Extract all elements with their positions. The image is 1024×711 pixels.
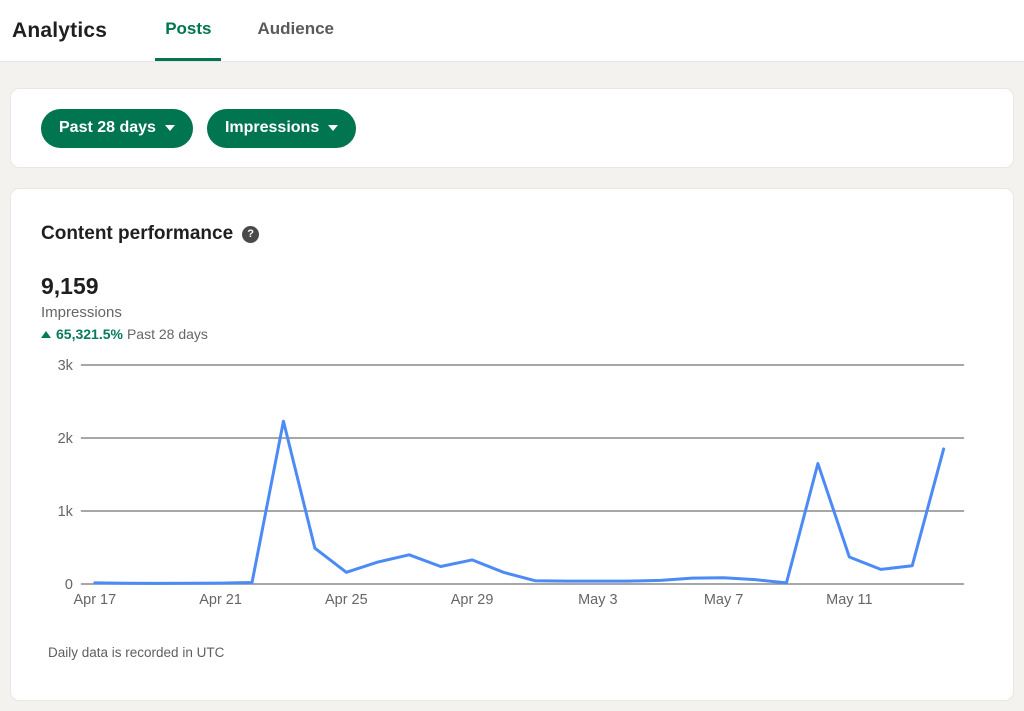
y-axis-tick-label: 3k — [58, 358, 74, 374]
x-axis-tick-label: Apr 25 — [325, 592, 368, 608]
impressions-line-chart[interactable]: 0 1k 2k 3k Apr 17 Apr 21 Apr 25 Apr 29 May 3 May … — [11, 354, 1013, 612]
date-range-label: Past 28 days — [59, 119, 156, 136]
chart-canvas[interactable]: 0 1k 2k 3k Apr 17 Apr 21 Apr 25 Apr 29 May 3 May … — [11, 354, 1013, 612]
page-title: Analytics — [12, 18, 108, 42]
metric-dropdown-label: Impressions — [224, 119, 320, 136]
x-axis-tick-label: Apr 21 — [199, 592, 242, 608]
impressions-series-line[interactable] — [93, 419, 946, 585]
change-percent: 65,321.5% — [56, 326, 123, 342]
top-nav: Analytics Posts Audience — [0, 0, 1024, 62]
x-axis-tick-label: May 11 — [826, 592, 872, 608]
tab-audience-label: Audience — [257, 19, 335, 38]
change-period: Past 28 days — [126, 326, 208, 342]
chevron-down-icon — [328, 125, 339, 131]
help-icon[interactable]: ? — [242, 225, 260, 243]
y-axis-tick-label: 1k — [58, 504, 74, 520]
tab-audience[interactable]: Audience — [247, 0, 344, 61]
tab-posts[interactable]: Posts — [155, 0, 222, 61]
filters-card: Past 28 days Impressions — [10, 88, 1014, 168]
x-axis-tick-label: May 7 — [704, 592, 743, 608]
x-axis-tick-label: May 3 — [578, 592, 617, 608]
content-performance-card: Content performance ? 9,159 Impressions … — [10, 188, 1014, 701]
date-range-dropdown[interactable]: Past 28 days — [41, 108, 193, 148]
arrow-up-icon — [41, 330, 51, 338]
impressions-label: Impressions — [41, 304, 122, 321]
chevron-down-icon — [164, 125, 175, 131]
metric-dropdown[interactable]: Impressions — [206, 108, 357, 148]
utc-footnote: Daily data is recorded in UTC — [48, 645, 225, 660]
impressions-total: 9,159 — [41, 273, 99, 299]
x-axis-tick-label: Apr 29 — [451, 592, 494, 608]
y-axis-tick-label: 0 — [65, 577, 73, 593]
section-title: Content performance — [41, 223, 234, 244]
y-axis-tick-label: 2k — [58, 431, 74, 447]
tab-posts-label: Posts — [165, 19, 212, 38]
x-axis-tick-label: Apr 17 — [74, 592, 117, 608]
